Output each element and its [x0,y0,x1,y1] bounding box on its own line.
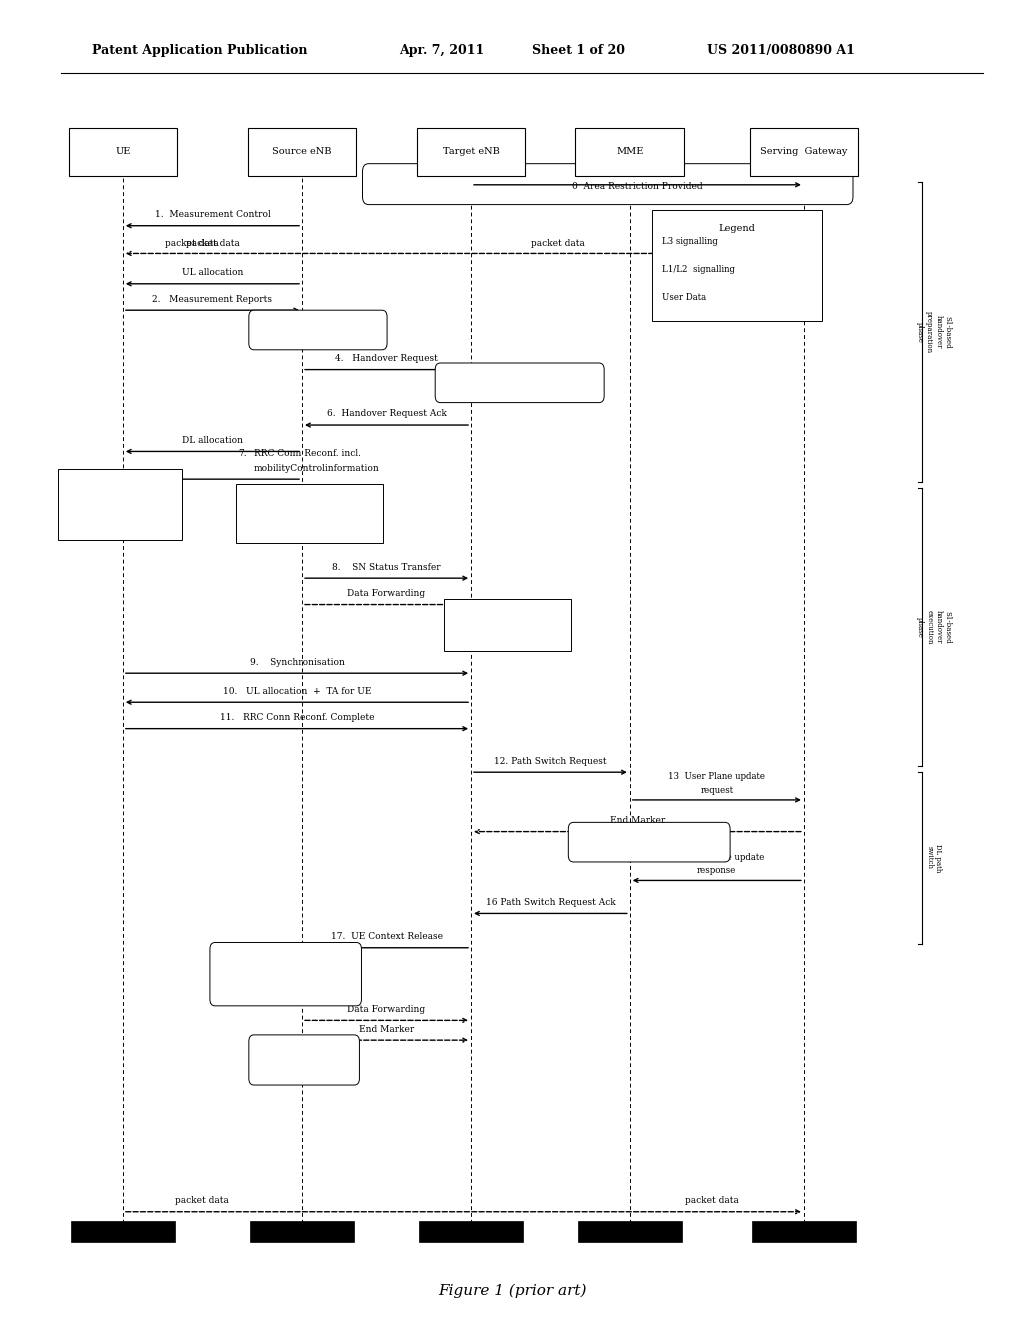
Text: RRC Conn Reconf. incl.: RRC Conn Reconf. incl. [254,449,360,458]
FancyBboxPatch shape [419,1221,523,1242]
Text: Source eNB: Source eNB [272,148,332,156]
FancyBboxPatch shape [752,1221,856,1242]
FancyBboxPatch shape [69,128,177,176]
FancyBboxPatch shape [362,164,853,205]
FancyBboxPatch shape [652,210,822,321]
Text: packet data: packet data [685,1196,738,1205]
Text: packet data: packet data [185,239,240,248]
Text: User Data: User Data [662,293,706,301]
Text: 7.: 7. [239,449,247,458]
Text: S1-based
handover
execution
phase: S1-based handover execution phase [916,610,951,644]
FancyBboxPatch shape [58,469,182,540]
FancyBboxPatch shape [578,1221,682,1242]
Text: request: request [700,785,733,795]
Text: End Marker: End Marker [359,1024,414,1034]
Text: response: response [697,866,736,875]
Text: Deliver buffered and in transit
packets to target eNB: Deliver buffered and in transit packets … [247,504,372,523]
FancyBboxPatch shape [248,128,356,176]
Text: Sheet 1 of 20: Sheet 1 of 20 [532,44,626,57]
Text: 0  Area Restriction Provided: 0 Area Restriction Provided [572,182,702,190]
FancyBboxPatch shape [249,1035,359,1085]
FancyBboxPatch shape [250,1221,354,1242]
Text: Legend: Legend [719,224,756,234]
Text: 4.   Handover Request: 4. Handover Request [335,354,438,363]
Text: 5.  Admission Control: 5. Admission Control [471,379,569,387]
Text: 9.    Synchronisation: 9. Synchronisation [250,657,344,667]
Text: DL allocation: DL allocation [182,436,243,445]
Text: UL allocation: UL allocation [182,268,243,277]
Text: 8.    SN Status Transfer: 8. SN Status Transfer [332,562,441,572]
Text: MME: MME [616,148,643,156]
Text: Figure 1 (prior art): Figure 1 (prior art) [437,1284,587,1298]
FancyBboxPatch shape [568,822,730,862]
Text: 14.   Switch DL path: 14. Switch DL path [605,838,693,846]
Text: 11.   RRC Conn Reconf. Complete: 11. RRC Conn Reconf. Complete [220,713,374,722]
Text: Apr. 7, 2011: Apr. 7, 2011 [399,44,484,57]
Text: Detach from old cell
and
synchronize to new cell: Detach from old cell and synchronize to … [73,491,169,517]
Text: 13  User Plane update: 13 User Plane update [669,772,765,781]
Text: packet data: packet data [531,239,585,248]
Text: Flush DL buffer, continue
delivering in-transit packets: Flush DL buffer, continue delivering in-… [228,965,343,983]
Text: UE: UE [115,148,131,156]
Text: US 2011/0080890 A1: US 2011/0080890 A1 [707,44,854,57]
FancyBboxPatch shape [575,128,684,176]
Text: packet data: packet data [165,239,219,248]
Text: 10.   UL allocation  +  TA for UE: 10. UL allocation + TA for UE [222,686,372,696]
Text: Patent Application Publication: Patent Application Publication [92,44,307,57]
FancyBboxPatch shape [435,363,604,403]
Text: L3 signalling: L3 signalling [662,238,718,246]
Text: Data Forwarding: Data Forwarding [347,1005,426,1014]
Text: L1/L2  signalling: L1/L2 signalling [662,265,734,273]
Text: mobilityControlinformation: mobilityControlinformation [254,463,380,473]
Text: 3.  HO decision: 3. HO decision [284,326,353,334]
FancyBboxPatch shape [444,599,571,651]
Text: DL path
switch: DL path switch [926,843,942,873]
Text: 1.  Measurement Control: 1. Measurement Control [155,210,270,219]
FancyBboxPatch shape [71,1221,175,1242]
Text: End Marker: End Marker [610,816,665,825]
Text: 16 Path Switch Request Ack: 16 Path Switch Request Ack [485,898,615,907]
Text: 12. Path Switch Request: 12. Path Switch Request [495,756,606,766]
FancyBboxPatch shape [249,310,387,350]
Text: 18. Release
Resources: 18. Release Resources [281,1051,328,1069]
Text: 2.   Measurement Reports: 2. Measurement Reports [153,294,272,304]
Text: packet data: packet data [175,1196,229,1205]
Text: Buffer packets from
Source eNB: Buffer packets from Source eNB [467,615,549,634]
Text: Serving  Gateway: Serving Gateway [760,148,848,156]
Text: 6.  Handover Request Ack: 6. Handover Request Ack [327,409,446,418]
FancyBboxPatch shape [750,128,858,176]
Text: Target eNB: Target eNB [442,148,500,156]
FancyBboxPatch shape [210,942,361,1006]
Text: Data Forwarding: Data Forwarding [347,589,426,598]
Text: 17.  UE Context Release: 17. UE Context Release [331,932,442,941]
FancyBboxPatch shape [236,484,383,543]
Text: 15 User Plane update: 15 User Plane update [670,853,764,862]
Text: S1-based
handover
preparation
phase: S1-based handover preparation phase [916,312,951,352]
FancyBboxPatch shape [417,128,525,176]
